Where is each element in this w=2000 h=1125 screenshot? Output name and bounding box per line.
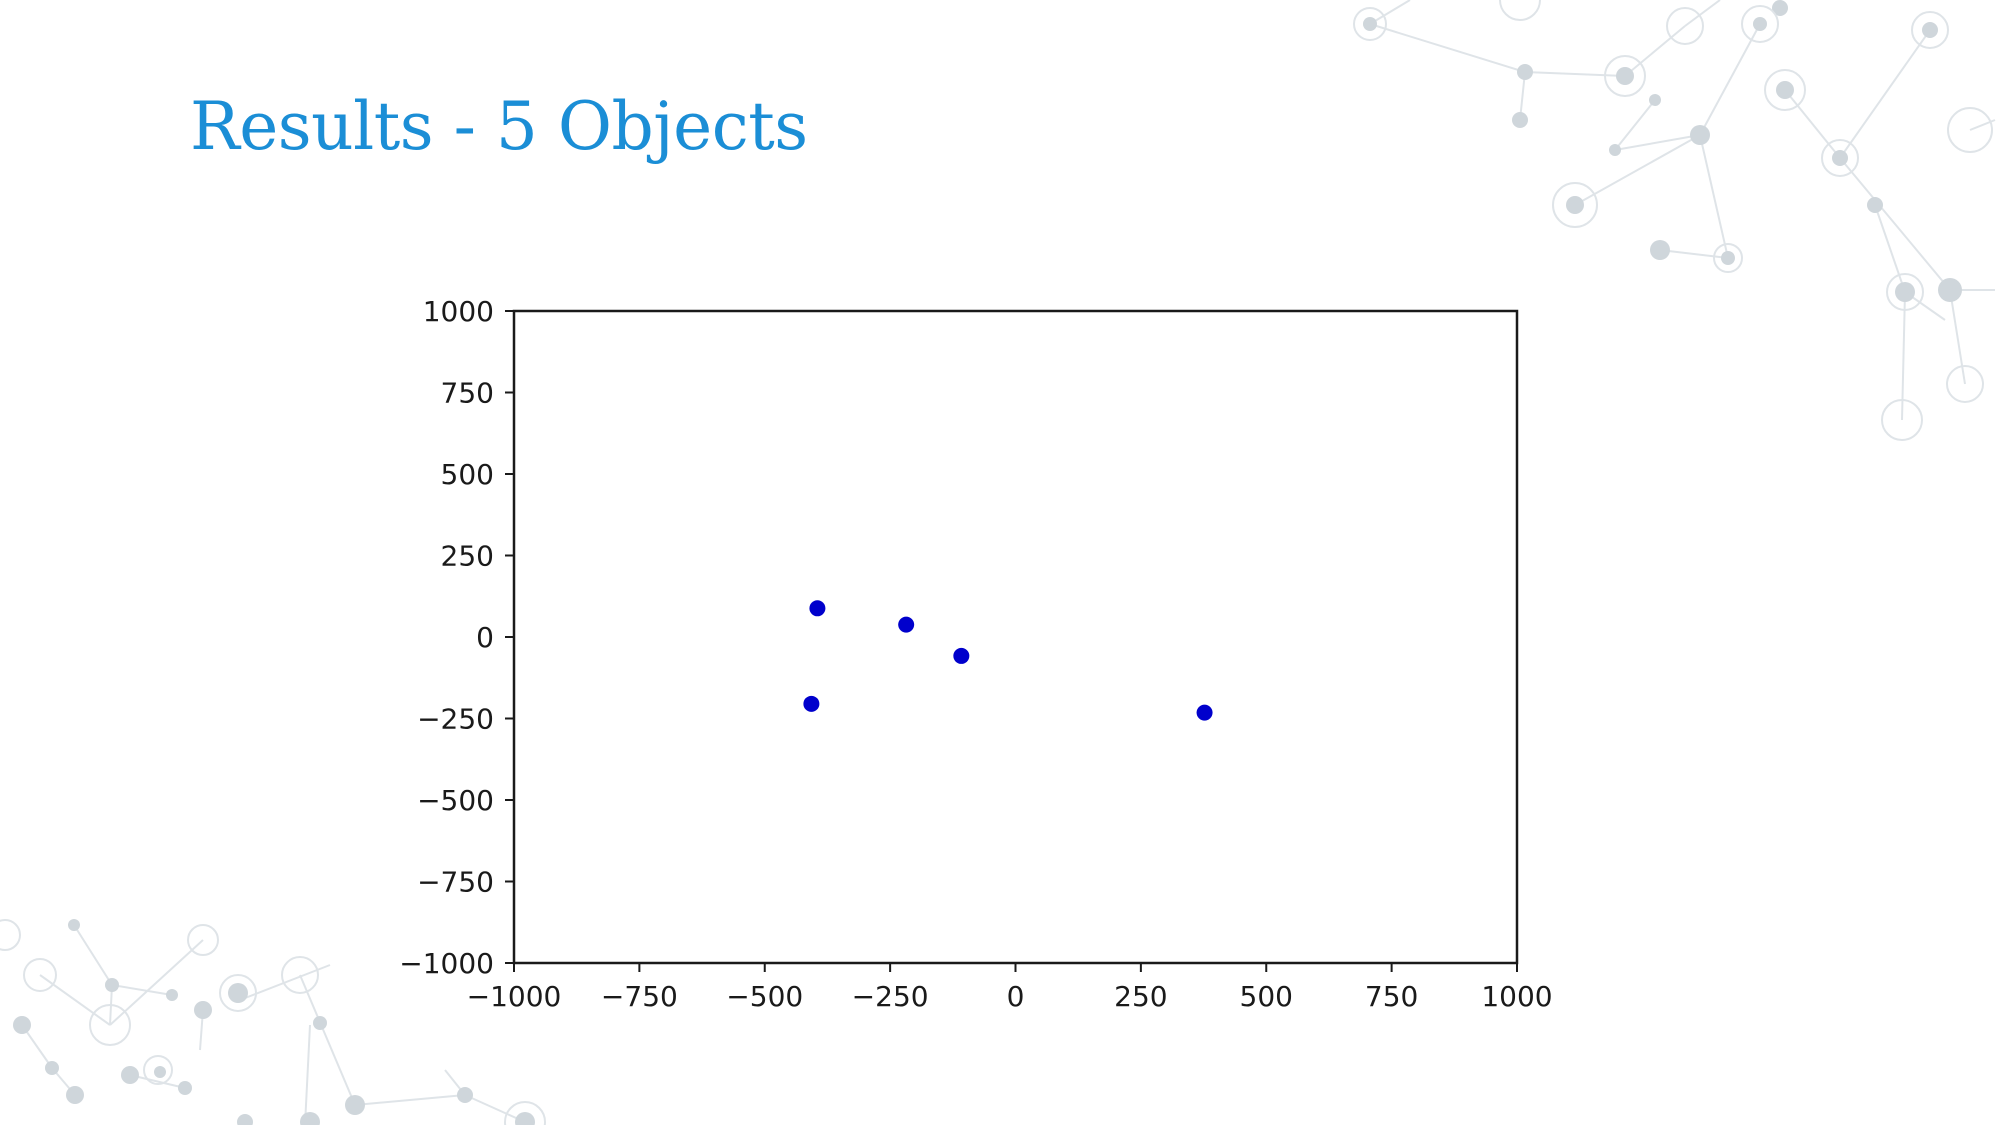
y-tick-label: −1000 [399,947,494,980]
x-tick-label: −500 [726,980,803,1013]
scatter-point [809,600,826,617]
x-tick-label: 750 [1365,980,1418,1013]
x-tick-label: −250 [852,980,929,1013]
y-tick-label: −500 [417,784,494,817]
scatter-point [953,647,970,664]
y-tick-label: −250 [417,703,494,736]
y-tick-label: 750 [441,377,494,410]
molecule-network-decoration-top-right [1353,0,1996,441]
y-tick-label: −750 [417,866,494,899]
y-tick-label: 0 [476,621,494,654]
plot-area-frame [512,309,1519,965]
x-tick-label: −750 [601,980,678,1013]
scatter-point [898,616,915,633]
scatter-point [1196,704,1213,721]
y-tick-label: 250 [441,540,494,573]
x-tick-label: 250 [1114,980,1167,1013]
x-tick-label: 1000 [1481,980,1552,1013]
y-tick-label: 1000 [423,295,494,328]
x-tick-label: 500 [1240,980,1293,1013]
molecule-network-decoration-bottom-left [0,919,546,1125]
x-tick-label: −1000 [467,980,562,1013]
x-tick-label: 0 [1007,980,1025,1013]
y-tick-label: 500 [441,458,494,491]
scatter-point [803,695,820,712]
slide-title: Results - 5 Objects [190,88,808,165]
